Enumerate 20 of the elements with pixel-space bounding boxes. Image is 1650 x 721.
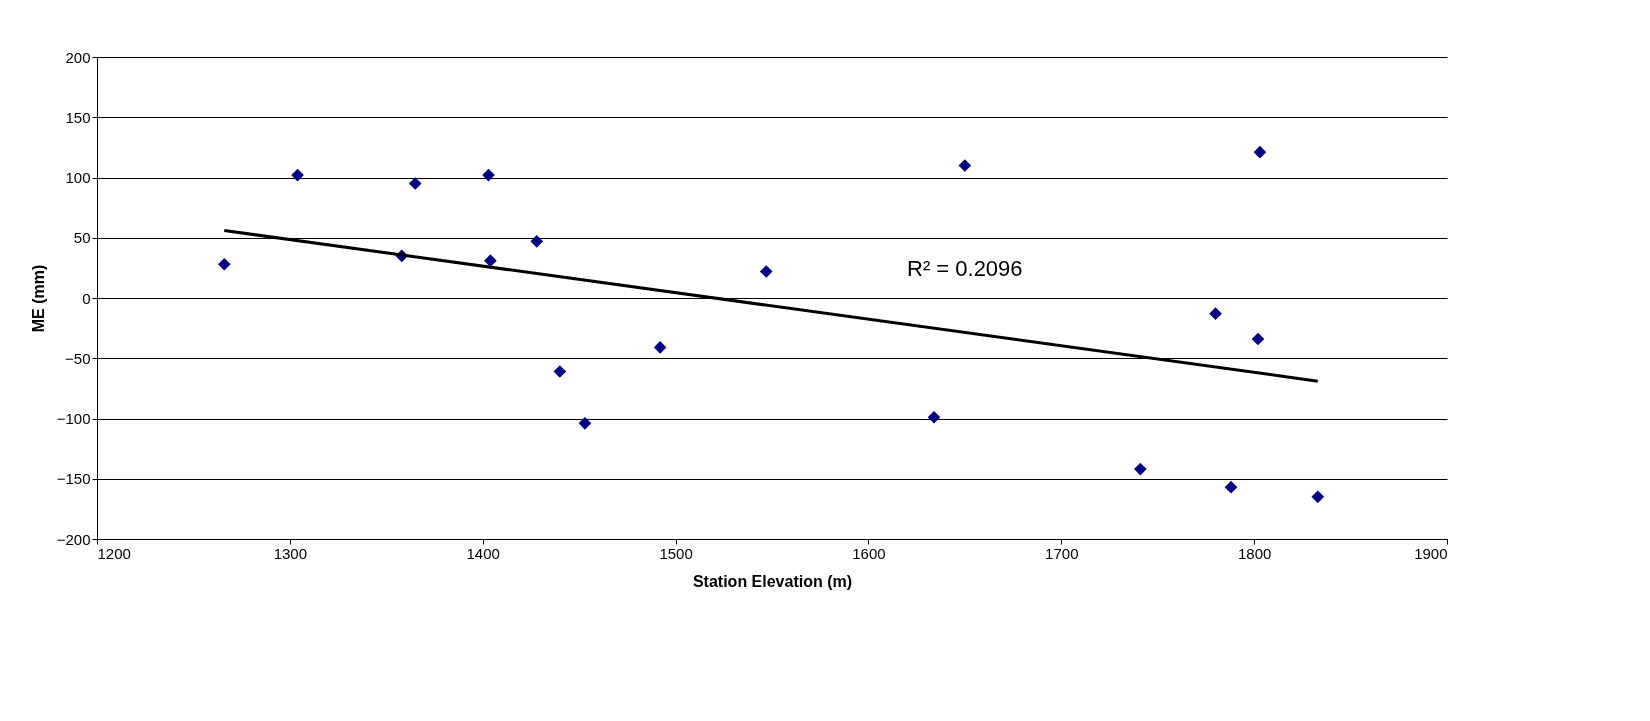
- y-tick-label: −150: [56, 470, 91, 488]
- x-tick-label: 1700: [1045, 544, 1079, 562]
- y-tick-label: 150: [65, 108, 91, 126]
- y-tick-label: −200: [56, 530, 91, 548]
- x-tick-label: 1600: [852, 544, 886, 562]
- y-tick-label: 200: [65, 48, 91, 66]
- x-tick-label: 1200: [97, 544, 131, 562]
- x-tick-label: 1900: [1414, 544, 1448, 562]
- annotation: R² = 0.2096: [907, 256, 1023, 282]
- x-axis-title: Station Elevation (m): [692, 572, 853, 590]
- y-tick-label: 100: [65, 169, 91, 186]
- y-tick-label: −100: [56, 410, 91, 427]
- y-tick-label: 0: [82, 289, 91, 307]
- y-axis-title: ME (mm): [29, 264, 47, 333]
- x-tick-label: 1400: [466, 544, 500, 562]
- y-tick-label: −50: [65, 349, 91, 367]
- x-tick-label: 1800: [1237, 544, 1272, 562]
- x-tick-label: 1500: [659, 544, 693, 562]
- y-tick-label: 50: [73, 229, 91, 247]
- x-tick-label: 1300: [273, 544, 308, 562]
